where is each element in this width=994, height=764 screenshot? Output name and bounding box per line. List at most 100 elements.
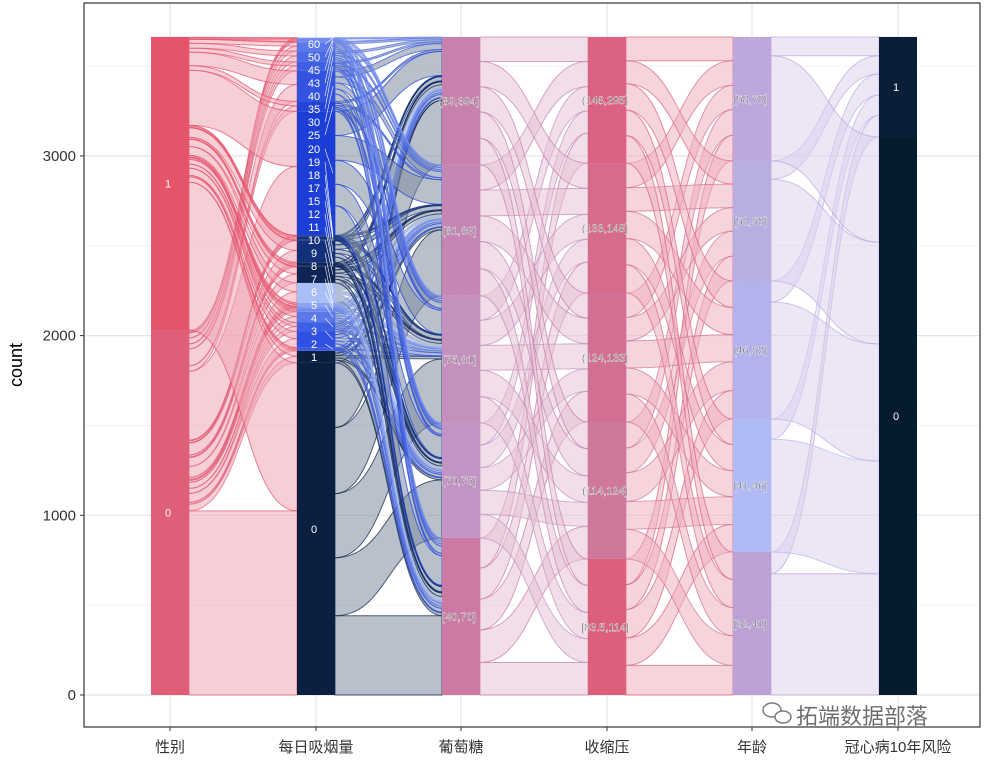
stratum-年龄-(52,58][interactable] xyxy=(733,160,771,281)
stratum-label: (70,75] xyxy=(442,475,476,487)
label-leader-line xyxy=(324,66,334,110)
stratum-性别-0[interactable] xyxy=(151,330,189,695)
stratum-label: (114,124] xyxy=(582,486,628,498)
stratum-label: 9 xyxy=(311,248,317,260)
y-tick-label: 2000 xyxy=(43,328,76,345)
stratum-每日吸烟量-30[interactable] xyxy=(297,70,335,102)
stratum-每日吸烟量-17[interactable] xyxy=(297,239,335,241)
stratum-每日吸烟量-10[interactable] xyxy=(297,266,335,283)
stratum-label: (133,148] xyxy=(582,223,628,235)
stratum-label: 6 xyxy=(311,287,317,299)
y-tick-label: 0 xyxy=(68,687,76,704)
stratum-label: 4 xyxy=(311,313,317,325)
label-leader-line xyxy=(324,187,334,241)
stratum-葡萄糖-(89,394][interactable] xyxy=(442,36,480,165)
stratum-label: (46,52] xyxy=(733,345,767,357)
label-leader-line xyxy=(324,39,334,58)
label-leader-line xyxy=(324,252,334,293)
stratum-葡萄糖-(81,89][interactable] xyxy=(442,164,480,296)
stratum-每日吸烟量-3[interactable] xyxy=(297,331,335,348)
stratum-性别-1[interactable] xyxy=(151,36,189,331)
stratum-label: (41,46] xyxy=(733,480,767,492)
stratum-label: 50 xyxy=(308,52,320,64)
stratum-label: (124,133] xyxy=(582,353,628,365)
wechat-icon xyxy=(762,702,792,724)
stratum-label: 40 xyxy=(308,91,320,103)
stratum-label: 1 xyxy=(165,178,171,190)
stratum-label: 43 xyxy=(308,78,320,90)
stratum-收缩压-(124,133][interactable] xyxy=(588,293,626,423)
stratum-每日吸烟量-50[interactable] xyxy=(297,38,335,42)
stratum-每日吸烟量-6[interactable] xyxy=(297,308,335,312)
stratum-收缩压-(148,295][interactable] xyxy=(588,36,626,164)
panel-border xyxy=(83,2,981,728)
stratum-收缩压-[83.5,114][interactable] xyxy=(588,558,626,695)
stratum-label: 1 xyxy=(893,82,899,94)
watermark: 拓端数据部落 xyxy=(762,702,928,729)
stratum-label: 15 xyxy=(308,196,320,208)
stratum-label: 0 xyxy=(311,524,317,536)
stratum-每日吸烟量-5[interactable] xyxy=(297,311,335,323)
x-tick-label: 每日吸烟量 xyxy=(278,739,353,756)
stratum-每日吸烟量-20[interactable] xyxy=(297,111,335,236)
stratum-每日吸烟量-25[interactable] xyxy=(297,101,335,112)
stratum-收缩压-(114,124][interactable] xyxy=(588,422,626,559)
flow-ribbon xyxy=(334,615,443,696)
label-leader-line xyxy=(324,46,334,84)
stratum-年龄-(46,52][interactable] xyxy=(733,280,771,419)
stratum-每日吸烟量-35[interactable] xyxy=(297,61,335,71)
stratum-冠心病10年风险-1[interactable] xyxy=(879,36,917,138)
stratum-年龄-(58,70][interactable] xyxy=(733,36,771,161)
stratum-每日吸烟量-43[interactable] xyxy=(297,42,335,52)
stratum-label: 10 xyxy=(308,235,320,247)
stratum-每日吸烟量-12[interactable] xyxy=(297,262,335,266)
y-tick-label: 3000 xyxy=(43,148,76,165)
stratum-label: 60 xyxy=(308,39,320,51)
stratum-每日吸烟量-8[interactable] xyxy=(297,302,335,307)
stratum-收缩压-(133,148][interactable] xyxy=(588,163,626,294)
watermark-text: 拓端数据部落 xyxy=(796,704,928,729)
stratum-冠心病10年风险-0[interactable] xyxy=(879,137,917,695)
stratum-每日吸烟量-1[interactable] xyxy=(297,350,335,363)
stratum-label: 35 xyxy=(308,104,320,116)
stratum-每日吸烟量-7[interactable] xyxy=(297,306,335,309)
stratum-每日吸烟量-45[interactable] xyxy=(297,41,335,43)
x-tick-label: 收缩压 xyxy=(584,739,629,756)
stratum-label: 30 xyxy=(308,117,320,129)
stratum-label: 18 xyxy=(308,170,320,182)
label-leader-line xyxy=(324,56,334,97)
flow-ribbon xyxy=(625,664,734,696)
stratum-每日吸烟量-9[interactable] xyxy=(297,282,335,303)
stratum-每日吸烟量-60[interactable] xyxy=(297,37,335,39)
label-leader-line xyxy=(324,317,334,328)
stratum-年龄-(41,46][interactable] xyxy=(733,418,771,552)
label-leader-line xyxy=(324,106,334,136)
stratum-每日吸烟量-2[interactable] xyxy=(297,347,335,351)
stratum-年龄-[32,41][interactable] xyxy=(733,551,771,695)
stratum-葡萄糖-(70,75][interactable] xyxy=(442,422,480,538)
label-leader-line xyxy=(324,265,334,305)
stratum-每日吸烟量-11[interactable] xyxy=(297,265,335,267)
stratum-每日吸烟量-40[interactable] xyxy=(297,51,335,62)
stratum-label: 11 xyxy=(308,222,319,234)
stratum-葡萄糖-[40,70][interactable] xyxy=(442,537,480,695)
stratum-每日吸烟量-0[interactable] xyxy=(297,362,335,695)
stratum-label: 45 xyxy=(308,65,320,77)
stratum-葡萄糖-(75,81][interactable] xyxy=(442,295,480,423)
x-tick-label: 性别 xyxy=(155,739,185,756)
stratum-label: 0 xyxy=(165,508,171,520)
stratum-每日吸烟量-19[interactable] xyxy=(297,235,335,237)
label-leader-line xyxy=(324,161,334,236)
stratum-label: 17 xyxy=(308,183,320,195)
label-leader-line xyxy=(324,37,334,45)
stratum-label: 7 xyxy=(311,274,317,286)
stratum-label: 19 xyxy=(308,157,320,169)
stratum-每日吸烟量-18[interactable] xyxy=(297,236,335,240)
label-leader-line xyxy=(324,278,334,308)
stratum-label: 3 xyxy=(311,326,317,338)
stratum-label: 5 xyxy=(311,300,317,312)
stratum-每日吸烟量-4[interactable] xyxy=(297,322,335,332)
stratum-label: 20 xyxy=(308,144,320,156)
stratum-label: (89,394] xyxy=(439,96,479,108)
